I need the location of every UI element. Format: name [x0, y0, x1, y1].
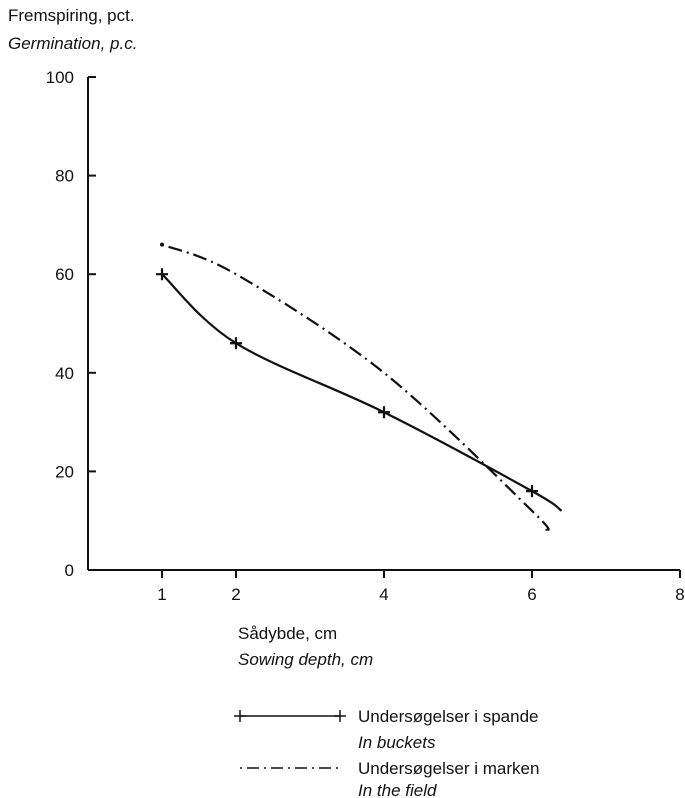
x-tick-label: 8 [675, 585, 684, 604]
x-tick-label: 2 [231, 585, 240, 604]
data-point-marker [526, 485, 538, 497]
y-tick-label: 100 [46, 68, 74, 87]
series-start-dot [160, 243, 164, 247]
x-axis-label: Sådybde, cm [238, 624, 337, 644]
x-tick-label: 6 [527, 585, 536, 604]
x-axis-label-english: Sowing depth, cm [238, 650, 373, 670]
legend-label-field-english: In the field [358, 781, 437, 798]
x-tick-label: 4 [379, 585, 388, 604]
legend: Undersøgelser i spande In buckets Unders… [234, 707, 539, 798]
legend-marker-buckets-left [234, 710, 246, 722]
series-line-field [162, 245, 549, 531]
y-tick-label: 40 [55, 364, 74, 383]
data-point-marker [378, 406, 390, 418]
y-tick-label: 20 [55, 462, 74, 481]
legend-label-buckets: Undersøgelser i spande [358, 707, 538, 726]
y-tick-label: 80 [55, 167, 74, 186]
legend-marker-buckets-right [334, 710, 346, 722]
legend-label-buckets-english: In buckets [358, 733, 436, 752]
y-tick-label: 60 [55, 265, 74, 284]
data-point-marker [230, 337, 242, 349]
series-line-buckets [162, 274, 562, 511]
y-tick-label: 0 [65, 561, 74, 580]
legend-label-field: Undersøgelser i marken [358, 759, 539, 778]
x-tick-label: 1 [157, 585, 166, 604]
